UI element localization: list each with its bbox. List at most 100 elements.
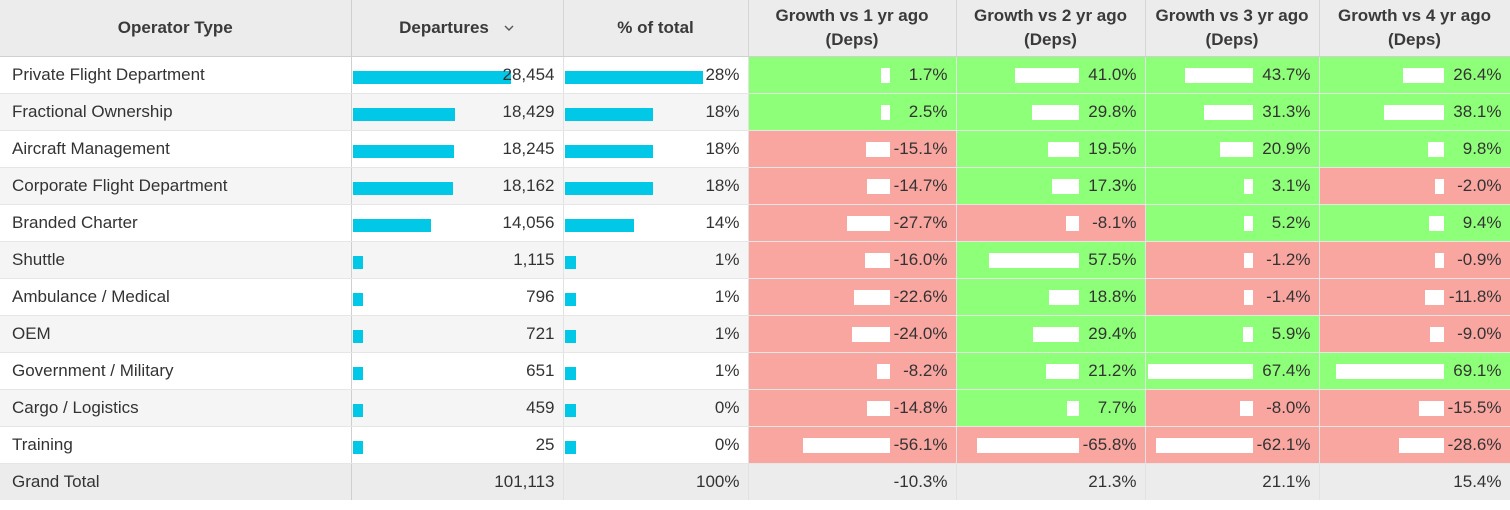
header-growth-4yr-label: Growth vs 4 yr ago (Deps): [1337, 5, 1492, 49]
operator-type-label: OEM: [12, 323, 51, 343]
growth-4yr-cell: -2.0%: [1319, 167, 1510, 205]
growth-1yr-value: 1.7%: [908, 64, 948, 84]
growth-3yr-bar: [1243, 326, 1253, 342]
header-growth-3yr[interactable]: Growth vs 3 yr ago (Deps): [1145, 0, 1320, 57]
pct-total-cell: 0%: [563, 389, 749, 427]
departures-bar: [352, 366, 363, 380]
growth-2yr-bar: [1051, 178, 1079, 194]
pct-total-cell: 1%: [563, 315, 749, 353]
header-departures[interactable]: Departures: [351, 0, 564, 57]
pct-total-value: 0%: [714, 397, 740, 417]
departures-value: 796: [526, 286, 555, 306]
departures-value: 18,162: [502, 175, 555, 195]
growth-2yr-cell: 29.8%: [956, 93, 1146, 131]
header-growth-4yr[interactable]: Growth vs 4 yr ago (Deps): [1319, 0, 1510, 57]
growth-2yr-cell: 19.5%: [956, 130, 1146, 168]
operator-type-cell: Government / Military: [0, 352, 352, 390]
pct-total-cell: 18%: [563, 167, 749, 205]
growth-2yr-value: 29.8%: [1088, 101, 1137, 121]
growth-4yr-value: 69.1%: [1453, 360, 1502, 380]
pct-total-bar: [564, 440, 576, 454]
growth-1yr-cell: -14.7%: [748, 167, 957, 205]
pct-total-cell: 1%: [563, 352, 749, 390]
chevron-down-icon[interactable]: [503, 22, 515, 34]
table-row[interactable]: Ambulance / Medical 796 1% -22.6% 18.8% -1.4%…: [0, 278, 1510, 316]
pct-total-cell: 18%: [563, 93, 749, 131]
table-row[interactable]: OEM 721 1% -24.0% 29.4% 5.9% -9.0%: [0, 315, 1510, 353]
header-operator-type[interactable]: Operator Type: [0, 0, 352, 57]
operator-type-cell: Corporate Flight Department: [0, 167, 352, 205]
growth-4yr-value: -0.9%: [1457, 249, 1502, 269]
growth-4yr-value: -2.0%: [1457, 175, 1502, 195]
growth-3yr-value: 3.1%: [1271, 175, 1311, 195]
growth-3yr-bar: [1243, 215, 1253, 231]
operator-type-cell: Cargo / Logistics: [0, 389, 352, 427]
growth-3yr-value: 43.7%: [1262, 64, 1311, 84]
growth-4yr-bar: [1336, 363, 1444, 379]
growth-4yr-bar: [1399, 437, 1444, 453]
growth-2yr-value: 19.5%: [1088, 138, 1137, 158]
growth-1yr-cell: -27.7%: [748, 204, 957, 242]
growth-2yr-cell: 17.3%: [956, 167, 1146, 205]
pct-total-cell: 14%: [563, 204, 749, 242]
growth-2yr-bar: [1066, 400, 1079, 416]
growth-1yr-bar: [846, 215, 890, 231]
grand-total-name: Grand Total: [12, 471, 100, 491]
departures-value: 651: [526, 360, 555, 380]
header-growth-2yr[interactable]: Growth vs 2 yr ago (Deps): [956, 0, 1146, 57]
header-row: Operator Type Departures % of total Grow…: [0, 0, 1510, 57]
table-row[interactable]: Government / Military 651 1% -8.2% 21.2% 67.4…: [0, 352, 1510, 390]
table-row[interactable]: Training 25 0% -56.1% -65.8% -62.1% -28.6%: [0, 426, 1510, 464]
growth-4yr-cell: 69.1%: [1319, 352, 1510, 390]
growth-4yr-cell: 9.8%: [1319, 130, 1510, 168]
table-row[interactable]: Fractional Ownership 18,429 18% 2.5% 29.8% 31…: [0, 93, 1510, 131]
growth-4yr-bar: [1384, 104, 1444, 120]
grand-total-growth-1yr: -10.3%: [893, 471, 948, 491]
growth-2yr-cell: -65.8%: [956, 426, 1146, 464]
departures-value: 25: [535, 434, 555, 454]
table-row[interactable]: Private Flight Department 28,454 28% 1.7% 41…: [0, 56, 1510, 94]
pct-total-bar: [564, 70, 703, 84]
pct-total-bar: [564, 181, 654, 195]
growth-1yr-bar: [852, 326, 890, 342]
growth-3yr-value: -8.0%: [1266, 397, 1311, 417]
table-row[interactable]: Shuttle 1,115 1% -16.0% 57.5% -1.2% -0.9%: [0, 241, 1510, 279]
growth-2yr-bar: [1032, 326, 1079, 342]
operator-type-label: Shuttle: [12, 249, 65, 269]
grand-total-departures: 101,113: [494, 471, 555, 491]
pct-total-value: 0%: [714, 434, 740, 454]
growth-1yr-bar: [876, 363, 890, 379]
departures-bar: [352, 440, 363, 454]
growth-3yr-value: -1.2%: [1266, 249, 1311, 269]
table-row[interactable]: Branded Charter 14,056 14% -27.7% -8.1% 5.2% 9…: [0, 204, 1510, 242]
grand-total-growth-3yr: 21.1%: [1262, 471, 1311, 491]
grand-total-growth-1yr-cell: -10.3%: [748, 463, 957, 500]
table-row[interactable]: Cargo / Logistics 459 0% -14.8% 7.7% -8.0% -15…: [0, 389, 1510, 427]
pct-total-value: 1%: [714, 286, 740, 306]
pct-total-bar: [564, 144, 654, 158]
growth-2yr-cell: 57.5%: [956, 241, 1146, 279]
table-row[interactable]: Aircraft Management 18,245 18% -15.1% 19.5% 2…: [0, 130, 1510, 168]
growth-2yr-bar: [1045, 363, 1079, 379]
departures-bar: [352, 107, 455, 121]
header-pct-total[interactable]: % of total: [563, 0, 749, 57]
operator-type-label: Branded Charter: [12, 212, 138, 232]
growth-2yr-bar: [1048, 141, 1079, 157]
header-growth-1yr[interactable]: Growth vs 1 yr ago (Deps): [748, 0, 957, 57]
pct-total-value: 18%: [705, 138, 740, 158]
departures-cell: 25: [351, 426, 564, 464]
growth-1yr-value: -15.1%: [893, 138, 948, 158]
pct-total-cell: 18%: [563, 130, 749, 168]
departures-cell: 18,245: [351, 130, 564, 168]
growth-4yr-bar: [1429, 326, 1444, 342]
growth-2yr-value: 29.4%: [1088, 323, 1137, 343]
departures-cell: 18,162: [351, 167, 564, 205]
table-row[interactable]: Corporate Flight Department 18,162 18% -14.…: [0, 167, 1510, 205]
grand-total-row: Grand Total 101,113 100% -10.3% 21.3% 21…: [0, 463, 1510, 500]
growth-3yr-value: -62.1%: [1256, 434, 1311, 454]
growth-4yr-cell: -15.5%: [1319, 389, 1510, 427]
growth-2yr-cell: 18.8%: [956, 278, 1146, 316]
departures-cell: 796: [351, 278, 564, 316]
departures-bar: [352, 403, 363, 417]
